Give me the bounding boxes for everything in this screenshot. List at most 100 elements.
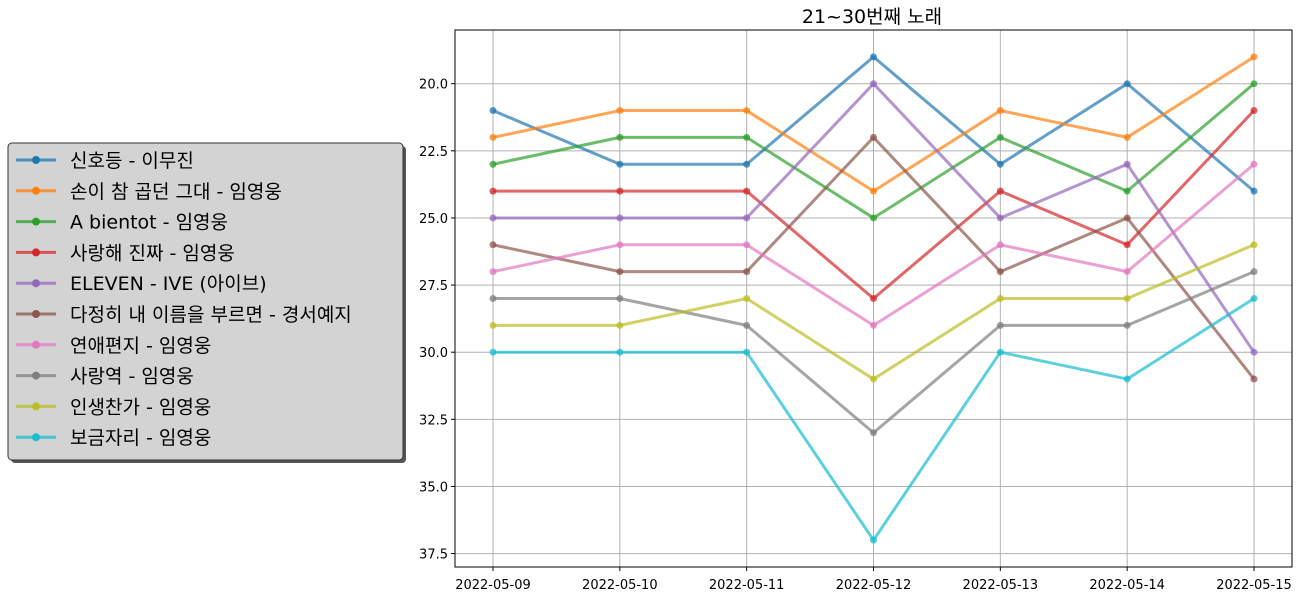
x-axis: 2022-05-09 2022-05-10 2022-05-11 2022-05-12… bbox=[455, 567, 1292, 593]
data-point bbox=[743, 187, 751, 195]
series bbox=[489, 80, 1258, 356]
legend-item: 연애편지 - 임영웅 bbox=[16, 335, 211, 357]
data-point bbox=[1250, 53, 1258, 61]
x-tick-label: 2022-05-12 bbox=[836, 578, 912, 593]
data-point bbox=[616, 348, 624, 356]
x-tick-label: 2022-05-14 bbox=[1089, 578, 1165, 593]
series bbox=[489, 295, 1258, 544]
legend-label: 인생찬가 - 임영웅 bbox=[70, 396, 211, 418]
data-point bbox=[996, 241, 1004, 249]
x-tick-label: 2022-05-11 bbox=[709, 578, 785, 593]
data-point bbox=[1123, 295, 1131, 302]
data-point bbox=[743, 133, 751, 141]
data-point bbox=[996, 133, 1004, 141]
legend-swatch-marker bbox=[32, 279, 40, 288]
legend-swatch-marker bbox=[32, 217, 40, 226]
data-point bbox=[489, 321, 497, 329]
data-point bbox=[996, 295, 1004, 302]
data-point bbox=[996, 187, 1004, 195]
data-point bbox=[616, 321, 624, 329]
data-point bbox=[1250, 375, 1258, 383]
data-point bbox=[1123, 160, 1131, 168]
x-tick-label: 2022-05-13 bbox=[963, 578, 1039, 593]
data-point bbox=[743, 107, 751, 115]
data-point bbox=[870, 536, 877, 544]
series bbox=[489, 241, 1258, 383]
legend-box bbox=[7, 142, 404, 461]
y-tick-label: 22.5 bbox=[419, 145, 448, 160]
data-point bbox=[996, 268, 1004, 276]
data-point bbox=[489, 268, 497, 276]
data-point bbox=[489, 214, 497, 222]
data-point bbox=[743, 241, 751, 249]
series bbox=[489, 268, 1258, 437]
data-point bbox=[870, 53, 877, 61]
data-point bbox=[870, 80, 877, 88]
legend-label: 신호등 - 이무진 bbox=[70, 150, 194, 172]
data-point bbox=[489, 295, 497, 302]
data-point bbox=[616, 187, 624, 195]
legend-label: 사랑역 - 임영웅 bbox=[70, 366, 194, 388]
data-point bbox=[616, 214, 624, 222]
data-point bbox=[870, 187, 877, 195]
legend-item: 다정히 내 이름을 부르면 - 경서예지 bbox=[16, 304, 352, 326]
legend-label: 연애편지 - 임영웅 bbox=[70, 335, 211, 357]
series bbox=[489, 160, 1258, 329]
data-point bbox=[996, 107, 1004, 115]
legend-swatch-marker bbox=[32, 402, 40, 411]
series bbox=[489, 107, 1258, 302]
legend-label: A bientot - 임영웅 bbox=[70, 212, 228, 234]
data-point bbox=[489, 133, 497, 141]
series-lines bbox=[489, 53, 1258, 544]
data-point bbox=[1123, 321, 1131, 329]
data-point bbox=[616, 107, 624, 115]
legend-item: 신호등 - 이무진 bbox=[16, 150, 194, 172]
y-tick-label: 37.5 bbox=[419, 548, 448, 563]
y-tick-label: 35.0 bbox=[419, 480, 448, 495]
data-point bbox=[616, 268, 624, 276]
y-tick-label: 20.0 bbox=[419, 78, 448, 93]
legend-label: ELEVEN - IVE (아이브) bbox=[70, 273, 267, 295]
legend-item: ELEVEN - IVE (아이브) bbox=[16, 273, 267, 295]
data-point bbox=[743, 295, 751, 302]
data-point bbox=[616, 133, 624, 141]
data-point bbox=[870, 375, 877, 383]
legend-swatch-marker bbox=[32, 310, 40, 318]
data-point bbox=[1123, 375, 1131, 383]
legend-swatch-marker bbox=[32, 433, 40, 442]
data-point bbox=[1250, 107, 1258, 115]
legend-label: 사랑해 진짜 - 임영웅 bbox=[70, 242, 235, 264]
legend-label: 손이 참 곱던 그대 - 임영웅 bbox=[70, 181, 282, 203]
data-point bbox=[1123, 214, 1131, 222]
data-point bbox=[743, 268, 751, 276]
legend-swatch-marker bbox=[32, 371, 40, 380]
legend-swatch-marker bbox=[32, 156, 40, 164]
x-tick-label: 2022-05-15 bbox=[1216, 578, 1292, 593]
data-point bbox=[1250, 348, 1258, 356]
x-tick-label: 2022-05-10 bbox=[582, 578, 658, 593]
data-point bbox=[743, 348, 751, 356]
data-point bbox=[870, 429, 877, 437]
data-point bbox=[870, 321, 877, 329]
data-point bbox=[1123, 241, 1131, 249]
legend-item: 사랑해 진짜 - 임영웅 bbox=[16, 242, 235, 264]
data-point bbox=[870, 214, 877, 222]
data-point bbox=[489, 241, 497, 249]
legend-item: 인생찬가 - 임영웅 bbox=[16, 396, 211, 418]
data-point bbox=[616, 241, 624, 249]
data-point bbox=[489, 160, 497, 168]
data-point bbox=[743, 160, 751, 168]
data-point bbox=[1123, 268, 1131, 276]
data-point bbox=[1250, 80, 1258, 88]
y-tick-label: 30.0 bbox=[419, 346, 448, 361]
data-point bbox=[1250, 295, 1258, 302]
series bbox=[489, 53, 1258, 195]
data-point bbox=[1123, 133, 1131, 141]
chart-title: 21~30번째 노래 bbox=[802, 6, 942, 28]
y-axis: 20.0 22.5 25.0 27.5 30.0 32.5 35.0 37.5 bbox=[419, 78, 455, 563]
data-point bbox=[1250, 241, 1258, 249]
data-point bbox=[1250, 268, 1258, 276]
legend-item: 사랑역 - 임영웅 bbox=[16, 366, 194, 388]
data-point bbox=[616, 295, 624, 302]
